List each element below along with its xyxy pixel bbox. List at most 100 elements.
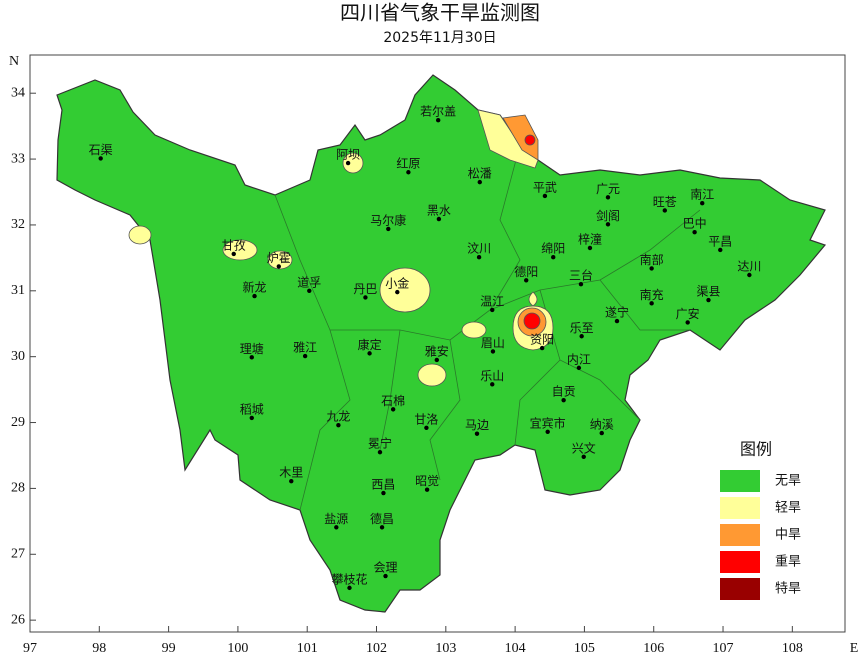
city-dot	[307, 288, 312, 294]
city-dot	[435, 118, 441, 123]
city-dot	[252, 293, 257, 299]
light-drought-area	[477, 109, 539, 169]
city-dot	[367, 351, 372, 356]
city-dot	[347, 585, 352, 591]
city-name: 巴中	[683, 216, 707, 231]
city-dot	[700, 201, 705, 206]
y-tick-label: 32	[11, 217, 25, 232]
city-name: 昭觉	[415, 474, 439, 488]
city-name: 若尔盖	[420, 104, 456, 119]
city-name: 黑水	[427, 204, 451, 218]
city-name: 冕宁	[368, 436, 392, 451]
city-dot	[336, 422, 341, 428]
city-dot	[334, 525, 339, 530]
y-tick-label: 34	[11, 85, 25, 100]
city-name: 甘孜	[222, 238, 246, 252]
city-dot	[614, 318, 620, 324]
city-name: 南部	[640, 252, 664, 267]
city-dot	[406, 170, 411, 175]
city-name: 石棉	[381, 394, 405, 408]
city-dot	[605, 195, 611, 200]
city-dot	[581, 454, 586, 459]
city-name: 梓潼	[578, 231, 602, 246]
city-dot	[345, 160, 351, 166]
city-name: 宜宾市	[530, 415, 566, 430]
legend-label: 中旱	[775, 528, 801, 543]
city-dot	[477, 179, 482, 185]
light-drought-area	[342, 152, 364, 174]
city-dot	[381, 490, 386, 496]
x-tick-label: 108	[782, 641, 803, 656]
city-name: 兴文	[572, 440, 596, 455]
light-drought-area	[222, 239, 258, 261]
map-title: 四川省气象干旱监测图	[340, 1, 540, 25]
city-dot	[424, 487, 430, 492]
city-name: 广安	[676, 306, 700, 321]
light-drought-area	[379, 267, 431, 313]
city-dot	[599, 430, 604, 436]
city-name: 盐源	[324, 512, 348, 526]
severe-drought-area	[524, 134, 536, 146]
city-name: 达川	[737, 259, 761, 273]
city-dot	[476, 255, 482, 260]
city-name: 乐至	[570, 321, 594, 335]
x-tick-label: 106	[643, 641, 664, 656]
x-axis-label: E	[850, 641, 859, 656]
city-name: 雅江	[293, 340, 317, 355]
light-drought-area	[461, 321, 487, 339]
legend-swatch	[720, 470, 760, 492]
city-name: 内江	[567, 352, 591, 366]
city-dot	[490, 349, 496, 354]
city-dot	[490, 382, 495, 387]
city-dot	[706, 297, 711, 303]
city-dot	[576, 365, 582, 371]
city-name: 石渠	[89, 143, 113, 157]
city-name: 三台	[569, 268, 593, 283]
y-tick-label: 30	[11, 349, 25, 364]
city-dot	[434, 357, 440, 363]
city-dot	[524, 278, 529, 283]
city-name: 剑阁	[596, 208, 620, 223]
city-name: 攀枝花	[331, 571, 367, 586]
legend-label: 无旱	[775, 474, 801, 489]
legend-label: 特旱	[775, 582, 801, 597]
y-tick-label: 29	[11, 415, 25, 430]
light-drought-area	[267, 250, 293, 270]
city-name: 阿坝	[336, 148, 360, 162]
legend-swatch	[720, 524, 760, 546]
province-area	[56, 74, 827, 613]
map-date: 2025年11月30日	[383, 30, 496, 46]
city-dot	[395, 289, 400, 295]
city-name: 理塘	[240, 341, 264, 356]
axes: 97 98 99 100 101 102 103 104 105 106 107 108 26 27 28 2…	[9, 54, 858, 656]
city-dot	[542, 193, 548, 199]
city-name: 马尔康	[370, 212, 406, 227]
city-name: 南充	[640, 287, 664, 302]
city-name: 雅安	[425, 343, 449, 358]
city-name: 九龙	[326, 410, 350, 424]
city-name: 遂宁	[605, 305, 629, 320]
legend-label: 重旱	[775, 554, 801, 570]
y-tick-label: 26	[11, 612, 25, 627]
city-dot	[579, 334, 584, 339]
city-dot	[363, 295, 368, 300]
city-dot	[289, 478, 294, 484]
x-tick-label: 98	[92, 641, 106, 656]
city-name: 德阳	[514, 264, 538, 279]
city-name: 渠县	[696, 285, 720, 299]
city-dot	[386, 226, 391, 232]
y-tick-label: 31	[11, 283, 25, 298]
x-tick-label: 104	[505, 641, 526, 656]
city-name: 汶川	[467, 241, 491, 256]
city-name: 乐山	[480, 369, 504, 383]
city-name: 稻城	[240, 402, 264, 416]
city-name: 炉霍	[267, 251, 291, 265]
x-tick-label: 100	[227, 641, 248, 656]
city-name: 丹巴	[353, 282, 377, 296]
moderate-drought-area	[502, 114, 539, 161]
city-dot	[474, 431, 480, 436]
city-dot	[578, 282, 584, 287]
city-name: 温江	[480, 294, 504, 308]
x-tick-label: 99	[162, 641, 176, 656]
